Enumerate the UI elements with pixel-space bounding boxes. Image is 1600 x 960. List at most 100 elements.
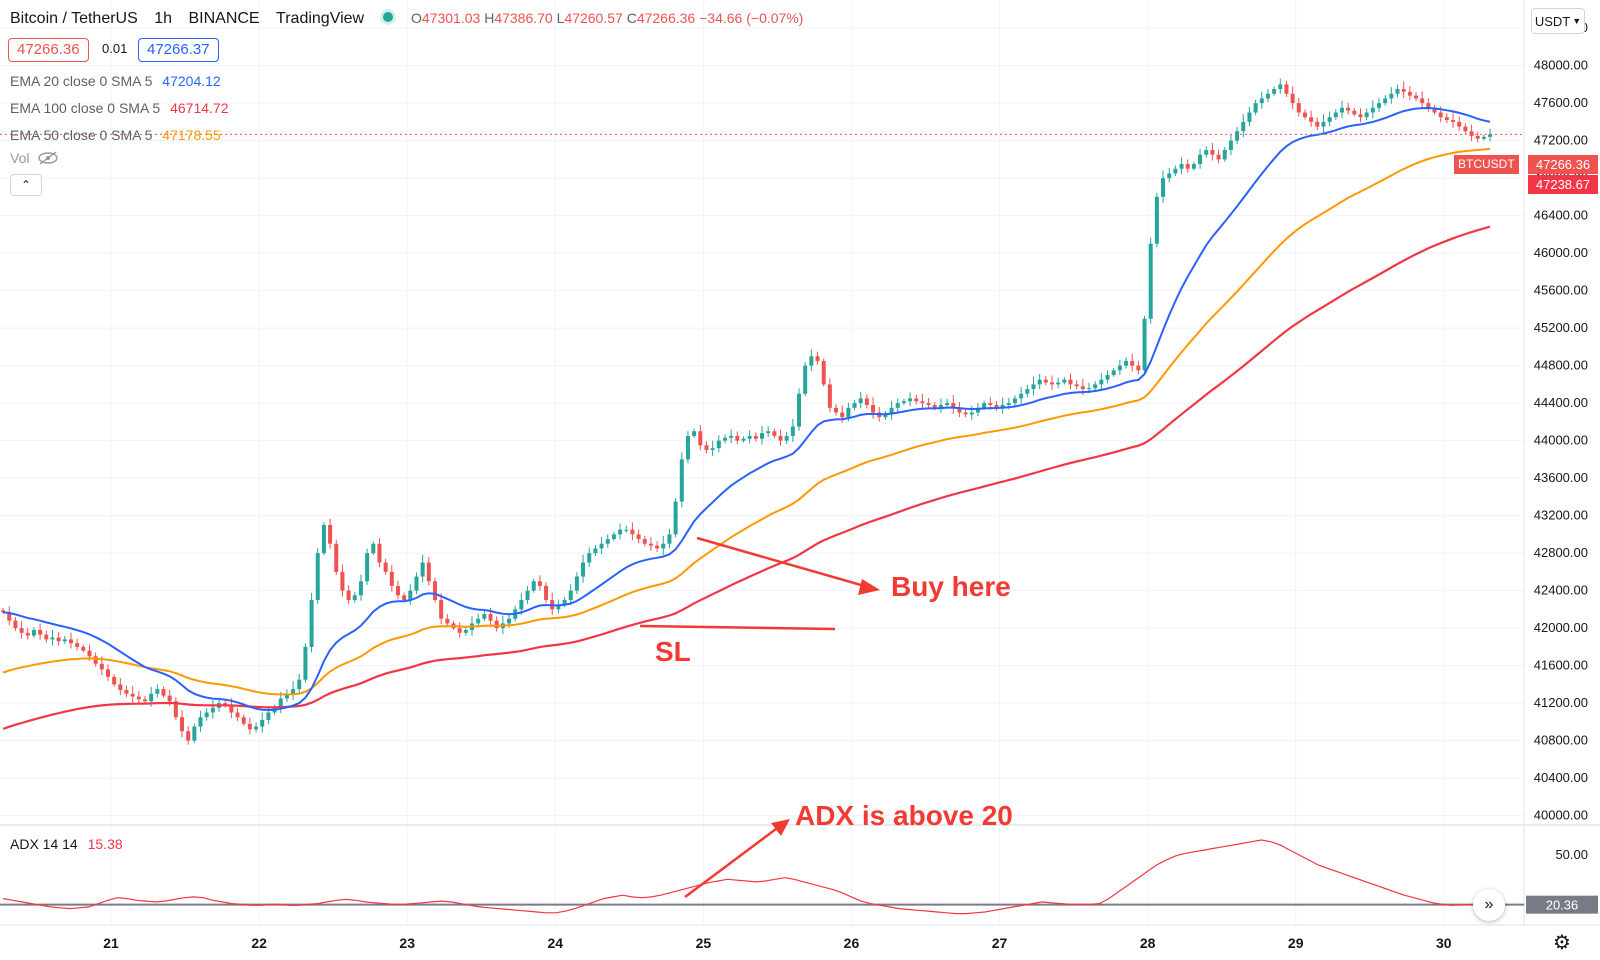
candle-body xyxy=(1179,164,1184,169)
candle-body xyxy=(186,731,191,741)
candle-body xyxy=(482,614,487,619)
candle-body xyxy=(858,398,863,404)
candle-body xyxy=(1235,131,1240,141)
candle-body xyxy=(982,403,987,408)
candle-body xyxy=(642,539,647,544)
candle-body xyxy=(735,435,740,441)
candle-body xyxy=(778,435,783,441)
candle-body xyxy=(1333,112,1338,118)
y-tick-label: 48000.00 xyxy=(1534,58,1588,73)
candle-body xyxy=(198,717,203,727)
candle-body xyxy=(371,543,376,554)
candle-body xyxy=(358,581,363,596)
currency-select[interactable]: USDT ▼ xyxy=(1531,8,1585,34)
candle-body xyxy=(420,562,425,577)
candle-body xyxy=(112,676,117,685)
buy-price-button[interactable]: 47266.37 xyxy=(138,38,219,62)
candle-body xyxy=(704,445,709,450)
candle-body xyxy=(1111,370,1116,375)
chart-header: Bitcoin / TetherUS 1h BINANCE TradingVie… xyxy=(10,10,803,28)
ema20-legend[interactable]: EMA 20 close 0 SMA 5 47204.12 xyxy=(10,73,221,89)
candle-body xyxy=(1191,164,1196,169)
candle-body xyxy=(1481,136,1486,139)
candle-body xyxy=(149,693,154,702)
candle-body xyxy=(173,701,178,718)
candle-body xyxy=(834,407,839,413)
candle-body xyxy=(346,590,351,600)
candle-body xyxy=(309,600,314,647)
candle-body xyxy=(1259,98,1264,104)
candle-body xyxy=(1025,389,1030,394)
volume-legend[interactable]: Vol xyxy=(10,150,59,166)
ema100-legend[interactable]: EMA 100 close 0 SMA 5 46714.72 xyxy=(10,100,229,116)
candle-body xyxy=(130,693,135,697)
candle-body xyxy=(1080,386,1085,390)
candle-body xyxy=(815,356,820,361)
candle-body xyxy=(1006,403,1011,405)
candle-body xyxy=(494,620,499,629)
interval[interactable]: 1h xyxy=(154,10,173,27)
candle-body xyxy=(1247,112,1252,122)
candle-body xyxy=(1019,393,1024,399)
candle-body xyxy=(1302,112,1307,118)
symbol-name[interactable]: Bitcoin / TetherUS xyxy=(10,10,138,27)
candle-body xyxy=(56,637,61,642)
y-tick-label: 45600.00 xyxy=(1534,283,1588,298)
candle-body xyxy=(223,703,228,705)
candle-body xyxy=(1241,121,1246,132)
candle-body xyxy=(1037,379,1042,385)
candle-body xyxy=(402,595,407,600)
candle-body xyxy=(50,637,55,640)
hidden-eye-icon[interactable] xyxy=(37,151,59,165)
candle-body xyxy=(969,412,974,415)
candle-body xyxy=(809,356,814,366)
candle-body xyxy=(136,696,141,700)
candle-body xyxy=(445,618,450,624)
y-tick-label: 42000.00 xyxy=(1534,620,1588,635)
candle-body xyxy=(1000,405,1005,408)
collapse-legend-button[interactable]: ⌃ xyxy=(10,174,42,196)
candle-body xyxy=(1012,398,1017,404)
candle-body xyxy=(519,600,524,610)
candle-body xyxy=(1161,178,1166,197)
candle-body xyxy=(44,634,49,640)
candle-body xyxy=(432,581,437,600)
candle-body xyxy=(105,669,110,677)
candle-body xyxy=(673,501,678,535)
candle-body xyxy=(1377,103,1382,108)
candle-body xyxy=(951,403,956,408)
candle-body xyxy=(1154,196,1159,244)
candle-body xyxy=(1414,95,1419,99)
candle-body xyxy=(531,581,536,591)
ema50-legend[interactable]: EMA 50 close 0 SMA 5 47178.55 xyxy=(10,127,221,143)
adx-legend[interactable]: ADX 14 14 15.38 xyxy=(10,836,123,852)
candle-body xyxy=(38,630,43,635)
x-tick-label: 29 xyxy=(1288,935,1304,951)
candle-body xyxy=(31,630,36,636)
candle-body xyxy=(19,628,24,633)
sell-price-button[interactable]: 47266.36 xyxy=(8,38,89,62)
candle-body xyxy=(395,585,400,596)
candle-body xyxy=(729,435,734,438)
x-tick-label: 28 xyxy=(1140,935,1156,951)
gear-icon[interactable]: ⚙ xyxy=(1553,932,1571,954)
candle-body xyxy=(321,525,326,554)
candle-body xyxy=(389,571,394,586)
market-status-icon xyxy=(382,12,393,22)
candle-body xyxy=(611,534,616,540)
x-tick-label: 21 xyxy=(103,935,119,951)
candle-body xyxy=(167,695,172,702)
candle-body xyxy=(1420,98,1425,104)
candle-body xyxy=(1130,360,1135,366)
y-tick-label: 40800.00 xyxy=(1534,733,1588,748)
candle-body xyxy=(1432,107,1437,113)
candle-body xyxy=(439,600,444,619)
candle-body xyxy=(124,690,129,694)
candle-body xyxy=(334,543,339,572)
scroll-to-realtime-button[interactable]: » xyxy=(1473,889,1505,921)
candle-body xyxy=(1105,375,1110,380)
candle-body xyxy=(630,529,635,535)
candle-body xyxy=(605,539,610,544)
candle-body xyxy=(1426,103,1431,108)
